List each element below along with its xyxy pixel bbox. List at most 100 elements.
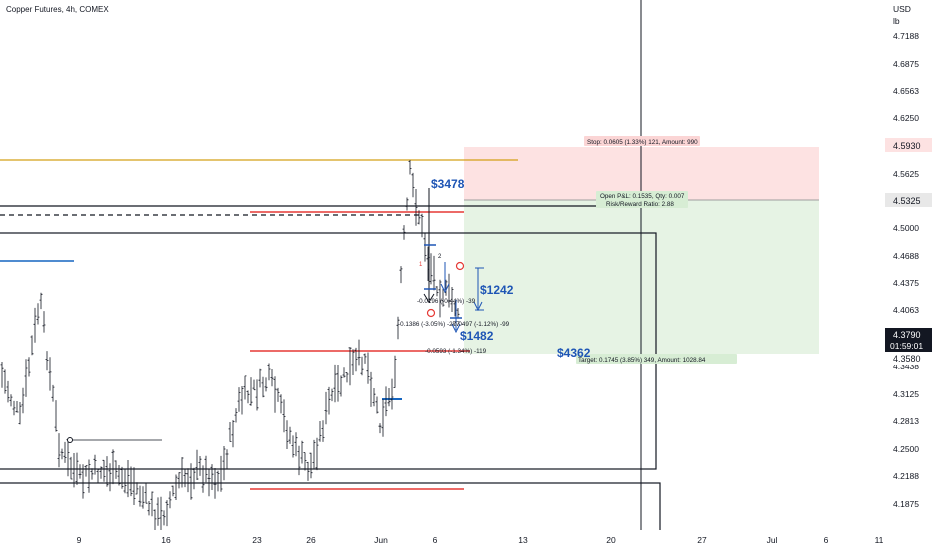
price-bar xyxy=(264,377,268,392)
red-circle-marker-2[interactable] xyxy=(426,308,436,318)
price-bar xyxy=(225,449,229,469)
price-bar xyxy=(219,455,223,492)
time-axis-labels: 9 16 23 26 Jun 6 13 20 27 Jul 6 11 xyxy=(77,535,884,545)
price-bar xyxy=(300,440,304,464)
target-label-box xyxy=(576,354,737,364)
price-bar xyxy=(258,368,262,388)
time-tick-label: 6 xyxy=(824,535,829,545)
price-bar xyxy=(285,420,289,449)
price-tick-label: 4.4688 xyxy=(893,251,919,261)
measure-label-3: -0.0497 (-1.12%) -99 xyxy=(451,321,510,328)
price-bar xyxy=(147,501,151,516)
price-bar xyxy=(114,460,118,479)
currency-label: USD xyxy=(893,4,911,14)
price-bars xyxy=(0,160,460,534)
price-bar xyxy=(78,464,82,479)
price-bar xyxy=(39,292,43,310)
price-bar xyxy=(375,396,379,414)
price-bar xyxy=(54,400,58,432)
stop-price-tag-bg xyxy=(885,138,932,152)
open-pnl-box xyxy=(596,191,688,208)
price-bar xyxy=(351,349,355,375)
price-bar xyxy=(102,459,106,482)
black-range-box[interactable] xyxy=(0,232,657,470)
price-bar xyxy=(33,307,37,343)
black-range-box-2[interactable] xyxy=(0,482,661,550)
price-bar xyxy=(393,355,397,388)
time-tick-label: Jul xyxy=(767,535,778,545)
price-tick-label: 4.5625 xyxy=(893,169,919,179)
price-bar xyxy=(198,456,202,476)
price-bar xyxy=(294,432,298,457)
countdown-tag: 01:59:01 xyxy=(890,341,923,351)
price-bar xyxy=(420,213,424,238)
price-bar xyxy=(75,452,79,485)
price-bar xyxy=(213,468,217,499)
price-bar xyxy=(450,287,454,312)
price-bar xyxy=(99,466,103,479)
price-bar xyxy=(51,384,55,402)
price-bar xyxy=(291,435,295,458)
price-bar xyxy=(318,421,322,442)
chart-title: Copper Futures, 4h, COMEX xyxy=(6,5,109,14)
entry-price-tag: 4.5325 xyxy=(893,196,921,206)
price-bar xyxy=(321,420,325,442)
price-bar xyxy=(252,379,256,391)
time-axis-bg[interactable] xyxy=(0,530,932,550)
price-bar xyxy=(90,468,94,480)
red-circle-marker-1[interactable] xyxy=(455,261,465,271)
price-bar xyxy=(123,469,127,494)
price-bar xyxy=(414,189,418,226)
price-bar xyxy=(204,455,208,483)
price-bar xyxy=(381,399,385,437)
price-tick-label: 4.1875 xyxy=(893,499,919,509)
price-bar xyxy=(45,351,49,371)
target-price-tag: 4.3580 xyxy=(893,354,921,364)
price-tick-label: 4.5000 xyxy=(893,223,919,233)
price-bar xyxy=(345,372,349,383)
price-bar xyxy=(402,225,406,240)
unit-label: lb xyxy=(893,16,900,26)
price-tick-label: 4.3438 xyxy=(893,361,919,371)
price-bar xyxy=(0,362,4,388)
price-axis-bg[interactable] xyxy=(884,0,932,530)
price-bar xyxy=(240,386,244,415)
price-bar xyxy=(348,347,352,386)
price-bar xyxy=(210,464,214,490)
annotation-4362[interactable]: $4362 xyxy=(557,346,591,360)
price-bar xyxy=(336,365,340,402)
price-bar xyxy=(177,472,181,489)
price-bar xyxy=(369,371,373,407)
price-bar xyxy=(339,375,343,397)
price-bar xyxy=(384,386,388,417)
target-price-tag-bg xyxy=(885,352,932,365)
price-bar xyxy=(309,452,313,479)
price-bar xyxy=(363,353,367,364)
annotation-3478[interactable]: $3478 xyxy=(431,177,465,191)
price-bar xyxy=(138,485,142,507)
annotation-1482[interactable]: $1482 xyxy=(460,329,494,343)
price-bar xyxy=(273,376,277,413)
price-bar xyxy=(57,433,61,468)
price-bar xyxy=(156,497,160,526)
time-tick-label: 20 xyxy=(606,535,616,545)
price-bar xyxy=(126,460,130,498)
measure-label-1: -0.0196 (-0.44%) -39 xyxy=(417,298,476,305)
gray-circle-marker[interactable] xyxy=(67,437,73,443)
open-pnl-label: Open P&L: 0.1535, Qty: 0.007 xyxy=(600,193,685,200)
measure-arrows[interactable] xyxy=(423,188,484,334)
price-bar xyxy=(21,387,25,414)
wave-label-2: 2 xyxy=(438,254,442,260)
price-tick-label: 4.6250 xyxy=(893,113,919,123)
last-price-tag-bg xyxy=(885,328,932,352)
time-tick-label: 26 xyxy=(306,535,316,545)
annotation-1242[interactable]: $1242 xyxy=(480,283,514,297)
stop-price-tag: 4.5930 xyxy=(893,141,921,151)
price-bar xyxy=(9,394,13,407)
target-label: Target: 0.1745 (3.85%) 349, Amount: 1028… xyxy=(578,357,706,364)
price-bar xyxy=(174,474,178,500)
price-bar xyxy=(246,390,250,404)
price-bar xyxy=(63,441,67,463)
time-tick-label: Jun xyxy=(374,535,388,545)
